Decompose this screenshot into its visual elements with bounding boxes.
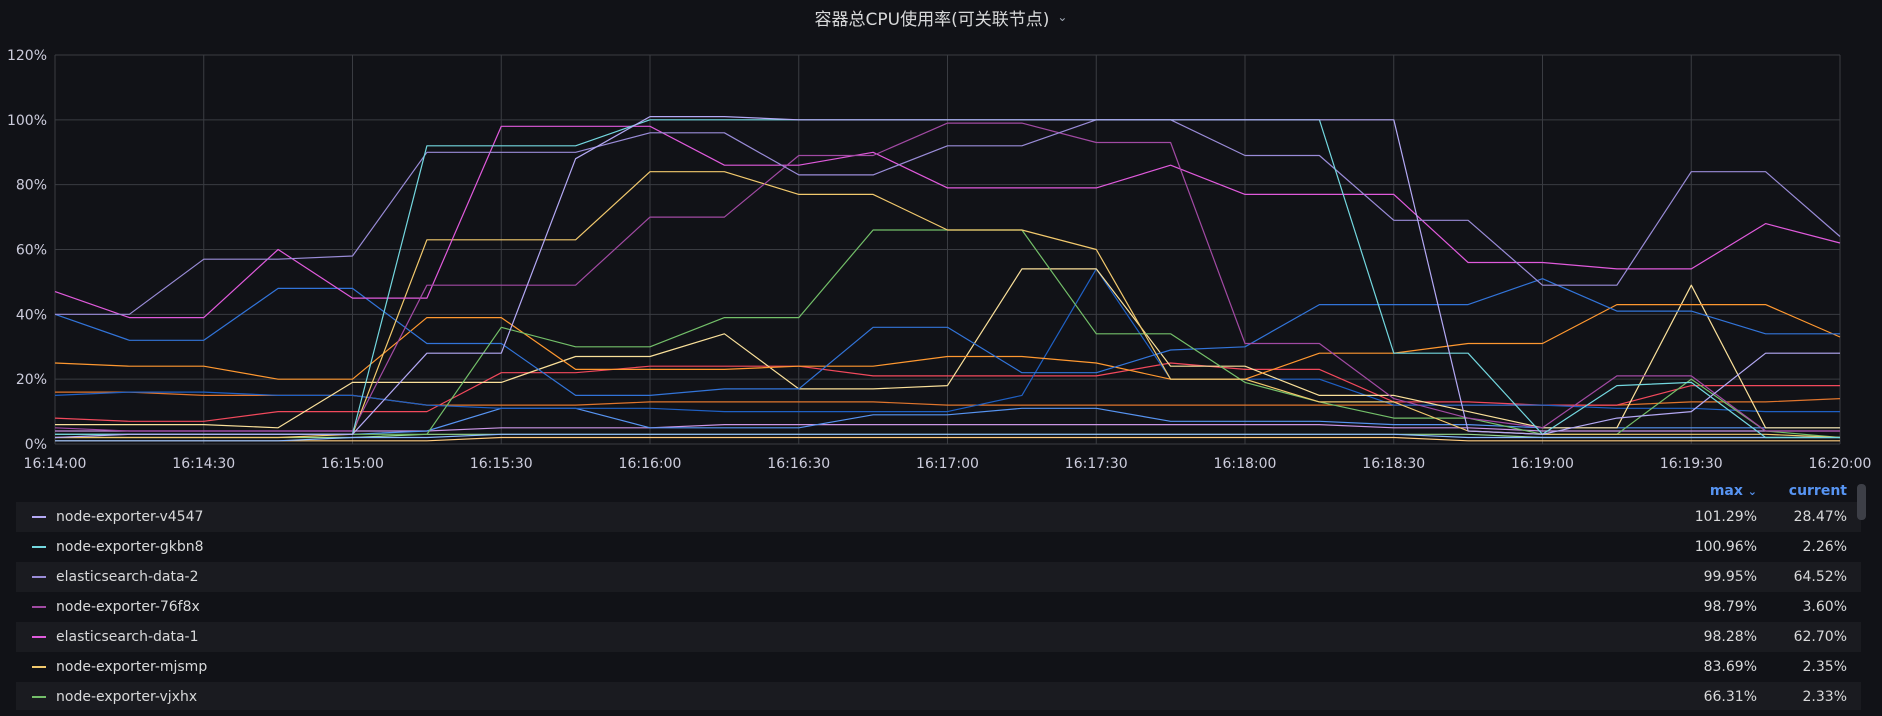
legend-header: max ⌄ current bbox=[16, 480, 1861, 502]
panel-title[interactable]: 容器总CPU使用率(可关联节点) ⌄ bbox=[815, 5, 1068, 30]
legend-max-value: 101.29% bbox=[1694, 509, 1757, 525]
legend-max-value: 98.79% bbox=[1703, 599, 1757, 615]
legend-max-value: 66.31% bbox=[1703, 689, 1757, 705]
legend-swatch bbox=[32, 576, 46, 578]
legend-series-name[interactable]: elasticsearch-data-1 bbox=[56, 629, 199, 645]
y-tick-label: 120% bbox=[7, 48, 47, 64]
y-tick-label: 40% bbox=[16, 307, 47, 323]
legend-current-value: 2.26% bbox=[1802, 539, 1847, 555]
legend-swatch bbox=[32, 666, 46, 668]
legend-series-name[interactable]: node-exporter-v4547 bbox=[56, 509, 204, 525]
chevron-down-icon[interactable]: ⌄ bbox=[1057, 10, 1068, 24]
legend-rows: node-exporter-v4547 101.29% 28.47% node-exp… bbox=[16, 502, 1861, 710]
legend-max-value: 83.69% bbox=[1703, 659, 1757, 675]
series-line bbox=[54, 268, 1840, 413]
legend-series-name[interactable]: node-exporter-vjxhx bbox=[56, 689, 198, 705]
legend-max-value: 100.96% bbox=[1694, 539, 1757, 555]
legend-row[interactable]: node-exporter-gkbn8 100.96% 2.26% bbox=[16, 532, 1861, 562]
chevron-down-icon: ⌄ bbox=[1747, 485, 1757, 498]
legend-series-name[interactable]: node-exporter-mjsmp bbox=[56, 659, 208, 675]
legend-table: max ⌄ current node-exporter-v4547 101.29%… bbox=[16, 480, 1861, 710]
legend-current-value: 62.70% bbox=[1793, 629, 1847, 645]
legend-swatch bbox=[32, 636, 46, 638]
y-tick-label: 0% bbox=[25, 437, 47, 453]
legend-swatch bbox=[32, 606, 46, 608]
x-tick-label: 16:15:30 bbox=[470, 456, 533, 472]
x-tick-label: 16:19:30 bbox=[1660, 456, 1723, 472]
y-tick-label: 100% bbox=[7, 113, 47, 129]
series-line bbox=[54, 278, 1840, 396]
series-line bbox=[55, 119, 1841, 315]
series-line bbox=[54, 115, 1840, 439]
legend-current-value: 28.47% bbox=[1793, 509, 1847, 525]
x-tick-label: 16:20:00 bbox=[1809, 456, 1872, 472]
legend-row[interactable]: node-exporter-mjsmp 83.69% 2.35% bbox=[16, 652, 1861, 682]
legend-current-value: 64.52% bbox=[1793, 569, 1847, 585]
line-chart: 0% 20% 40% 60% 80% 100% 120% 16:14:00 16:14:30 16… bbox=[7, 48, 1872, 472]
legend-current-value: 2.33% bbox=[1802, 689, 1847, 705]
panel-title-text: 容器总CPU使用率(可关联节点) bbox=[814, 9, 1050, 30]
legend-row[interactable]: node-exporter-v4547 101.29% 28.47% bbox=[16, 502, 1861, 532]
legend-swatch bbox=[32, 546, 46, 548]
y-tick-label: 20% bbox=[16, 372, 47, 388]
series-line bbox=[54, 125, 1841, 319]
legend-current-value: 2.35% bbox=[1802, 659, 1847, 675]
legend-max-value: 99.95% bbox=[1703, 569, 1757, 585]
legend-row[interactable]: node-exporter-76f8x 98.79% 3.60% bbox=[16, 592, 1861, 622]
legend-series-name[interactable]: node-exporter-gkbn8 bbox=[56, 539, 204, 555]
legend-header-current[interactable]: current bbox=[1788, 483, 1847, 499]
legend-sort-max[interactable]: max ⌄ bbox=[1677, 483, 1757, 499]
legend-max-value: 98.28% bbox=[1703, 629, 1757, 645]
x-tick-label: 16:14:30 bbox=[172, 456, 235, 472]
x-tick-label: 16:16:30 bbox=[767, 456, 830, 472]
panel-header: 容器总CPU使用率(可关联节点) ⌄ bbox=[0, 0, 1882, 34]
series-line bbox=[54, 304, 1841, 380]
x-tick-label: 16:18:00 bbox=[1214, 456, 1277, 472]
legend-swatch bbox=[32, 516, 46, 518]
y-tick-label: 60% bbox=[16, 243, 47, 259]
x-tick-label: 16:16:00 bbox=[619, 456, 682, 472]
x-tick-label: 16:19:00 bbox=[1511, 456, 1574, 472]
series-line bbox=[55, 436, 1840, 442]
x-tick-label: 16:15:00 bbox=[321, 456, 384, 472]
legend-header-max: max bbox=[1709, 483, 1743, 499]
legend-swatch bbox=[32, 696, 46, 698]
legend-row[interactable]: node-exporter-vjxhx 66.31% 2.33% bbox=[16, 682, 1861, 710]
x-tick-label: 16:17:30 bbox=[1065, 456, 1128, 472]
y-tick-label: 80% bbox=[16, 178, 47, 194]
x-tick-label: 16:18:30 bbox=[1362, 456, 1425, 472]
legend-series-name[interactable]: elasticsearch-data-2 bbox=[56, 569, 199, 585]
legend-series-name[interactable]: node-exporter-76f8x bbox=[56, 599, 200, 615]
legend-row[interactable]: elasticsearch-data-1 98.28% 62.70% bbox=[16, 622, 1861, 652]
x-tick-label: 16:14:00 bbox=[24, 456, 87, 472]
legend-scrollbar[interactable] bbox=[1857, 484, 1866, 520]
legend-row[interactable]: elasticsearch-data-2 99.95% 64.52% bbox=[16, 562, 1861, 592]
series-line bbox=[54, 122, 1840, 432]
series-line bbox=[55, 433, 1840, 442]
x-tick-label: 16:17:00 bbox=[916, 456, 979, 472]
legend-current-value: 3.60% bbox=[1802, 599, 1847, 615]
